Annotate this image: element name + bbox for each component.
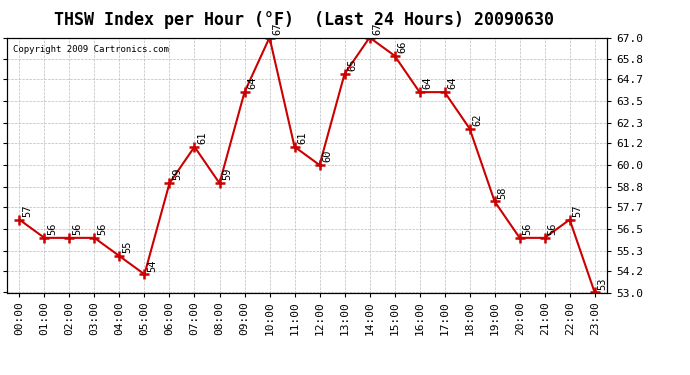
Text: 53: 53 [598, 277, 607, 290]
Text: 56: 56 [47, 223, 57, 235]
Text: 62: 62 [473, 113, 482, 126]
Text: 65: 65 [347, 58, 357, 71]
Text: 54: 54 [147, 259, 157, 272]
Text: 56: 56 [72, 223, 82, 235]
Text: 66: 66 [397, 40, 407, 53]
Text: THSW Index per Hour (°F)  (Last 24 Hours) 20090630: THSW Index per Hour (°F) (Last 24 Hours)… [54, 11, 553, 29]
Text: 57: 57 [573, 204, 582, 217]
Text: 58: 58 [497, 186, 507, 199]
Text: 60: 60 [322, 150, 333, 162]
Text: 67: 67 [373, 22, 382, 35]
Text: 61: 61 [197, 132, 207, 144]
Text: Copyright 2009 Cartronics.com: Copyright 2009 Cartronics.com [13, 45, 169, 54]
Text: 56: 56 [522, 223, 533, 235]
Text: 64: 64 [247, 77, 257, 89]
Text: 67: 67 [273, 22, 282, 35]
Text: 61: 61 [297, 132, 307, 144]
Text: 59: 59 [172, 168, 182, 180]
Text: 56: 56 [547, 223, 558, 235]
Text: 55: 55 [122, 241, 132, 253]
Text: 64: 64 [447, 77, 457, 89]
Text: 64: 64 [422, 77, 433, 89]
Text: 57: 57 [22, 204, 32, 217]
Text: 59: 59 [222, 168, 233, 180]
Text: 56: 56 [97, 223, 107, 235]
